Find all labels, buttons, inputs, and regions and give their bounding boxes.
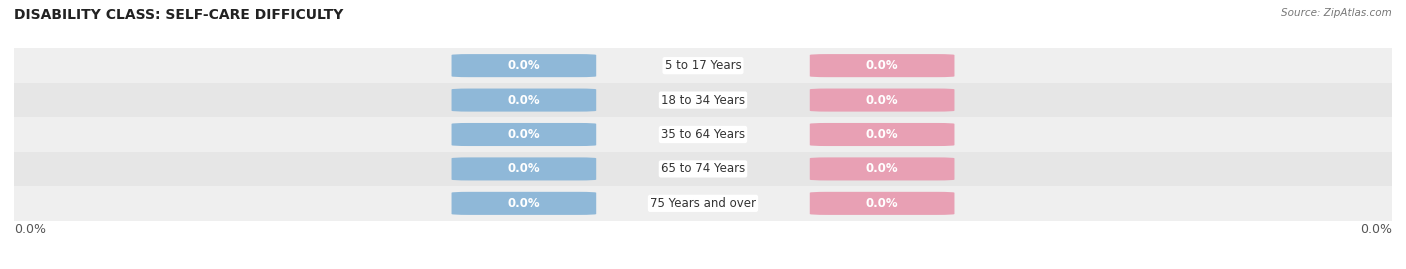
FancyBboxPatch shape xyxy=(451,54,596,77)
FancyBboxPatch shape xyxy=(810,123,955,146)
Text: 0.0%: 0.0% xyxy=(14,223,46,236)
Text: 5 to 17 Years: 5 to 17 Years xyxy=(665,59,741,72)
Bar xyxy=(14,83,1392,117)
Text: 0.0%: 0.0% xyxy=(1360,223,1392,236)
Text: 0.0%: 0.0% xyxy=(866,128,898,141)
Text: 0.0%: 0.0% xyxy=(508,162,540,175)
Text: 0.0%: 0.0% xyxy=(508,59,540,72)
Bar xyxy=(14,117,1392,152)
Text: 0.0%: 0.0% xyxy=(508,94,540,107)
Text: 0.0%: 0.0% xyxy=(866,162,898,175)
FancyBboxPatch shape xyxy=(451,192,596,215)
Text: 0.0%: 0.0% xyxy=(866,94,898,107)
FancyBboxPatch shape xyxy=(810,54,955,77)
Text: 0.0%: 0.0% xyxy=(866,59,898,72)
Text: 0.0%: 0.0% xyxy=(866,197,898,210)
Text: Source: ZipAtlas.com: Source: ZipAtlas.com xyxy=(1281,8,1392,18)
FancyBboxPatch shape xyxy=(810,192,955,215)
FancyBboxPatch shape xyxy=(451,89,596,112)
Bar xyxy=(14,152,1392,186)
Text: 75 Years and over: 75 Years and over xyxy=(650,197,756,210)
Text: 35 to 64 Years: 35 to 64 Years xyxy=(661,128,745,141)
Text: 18 to 34 Years: 18 to 34 Years xyxy=(661,94,745,107)
FancyBboxPatch shape xyxy=(451,123,596,146)
FancyBboxPatch shape xyxy=(810,89,955,112)
Bar xyxy=(14,186,1392,221)
FancyBboxPatch shape xyxy=(451,157,596,180)
Text: 0.0%: 0.0% xyxy=(508,197,540,210)
Text: DISABILITY CLASS: SELF-CARE DIFFICULTY: DISABILITY CLASS: SELF-CARE DIFFICULTY xyxy=(14,8,343,22)
FancyBboxPatch shape xyxy=(810,157,955,180)
Text: 65 to 74 Years: 65 to 74 Years xyxy=(661,162,745,175)
Text: 0.0%: 0.0% xyxy=(508,128,540,141)
Bar xyxy=(14,48,1392,83)
